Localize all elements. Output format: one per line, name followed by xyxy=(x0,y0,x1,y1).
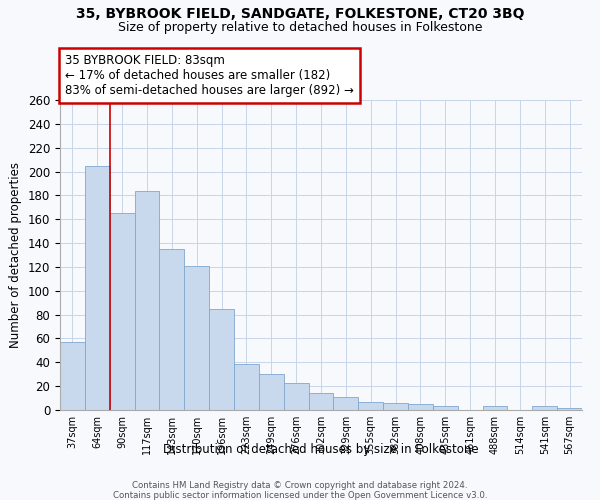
Text: Contains HM Land Registry data © Crown copyright and database right 2024.: Contains HM Land Registry data © Crown c… xyxy=(132,481,468,490)
Bar xyxy=(383,403,408,410)
Text: 35, BYBROOK FIELD, SANDGATE, FOLKESTONE, CT20 3BQ: 35, BYBROOK FIELD, SANDGATE, FOLKESTONE,… xyxy=(76,8,524,22)
Bar xyxy=(308,394,334,410)
Bar xyxy=(160,249,184,410)
Bar xyxy=(209,308,234,410)
Bar xyxy=(334,397,358,410)
Bar xyxy=(557,408,582,410)
Bar xyxy=(284,382,308,410)
Text: Distribution of detached houses by size in Folkestone: Distribution of detached houses by size … xyxy=(163,442,479,456)
Bar xyxy=(482,406,508,410)
Bar xyxy=(532,406,557,410)
Bar xyxy=(134,190,160,410)
Bar xyxy=(358,402,383,410)
Bar xyxy=(234,364,259,410)
Y-axis label: Number of detached properties: Number of detached properties xyxy=(10,162,22,348)
Bar xyxy=(433,406,458,410)
Bar xyxy=(408,404,433,410)
Bar xyxy=(60,342,85,410)
Bar xyxy=(184,266,209,410)
Text: Size of property relative to detached houses in Folkestone: Size of property relative to detached ho… xyxy=(118,21,482,34)
Text: 35 BYBROOK FIELD: 83sqm
← 17% of detached houses are smaller (182)
83% of semi-d: 35 BYBROOK FIELD: 83sqm ← 17% of detache… xyxy=(65,54,354,97)
Bar xyxy=(85,166,110,410)
Bar xyxy=(259,374,284,410)
Text: Contains public sector information licensed under the Open Government Licence v3: Contains public sector information licen… xyxy=(113,491,487,500)
Bar xyxy=(110,214,134,410)
